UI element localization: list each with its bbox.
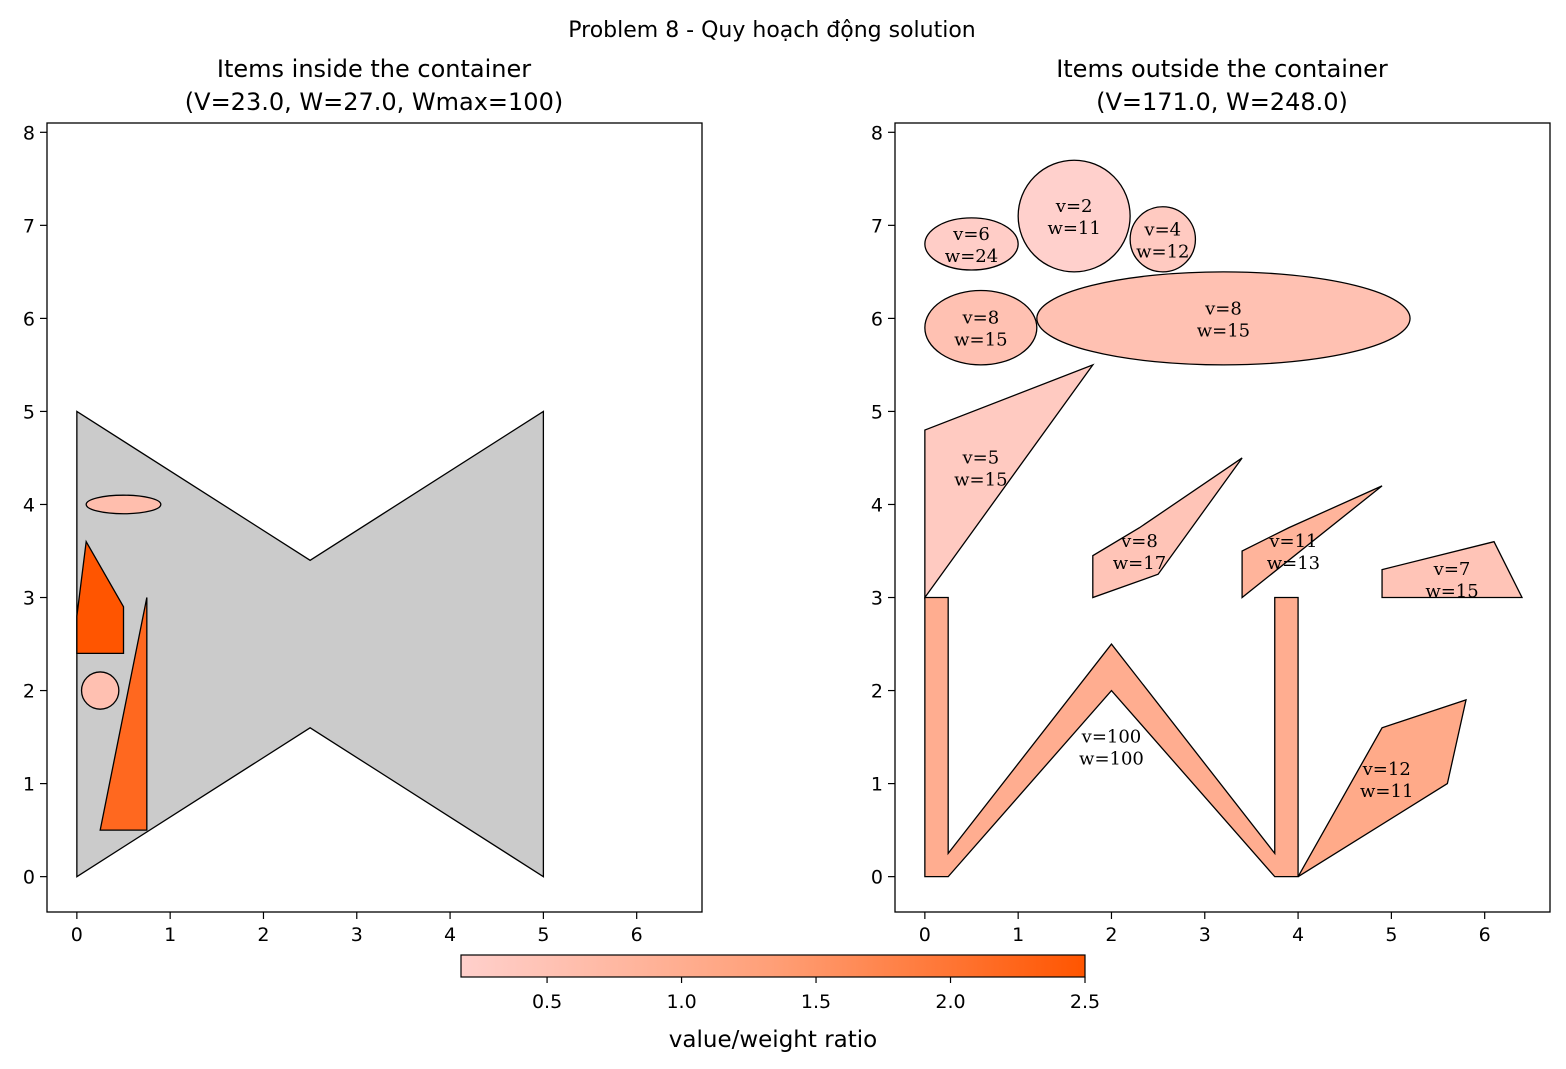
left-xtick-label-4: 4: [444, 924, 456, 946]
right-ytick-label-3: 3: [871, 588, 883, 610]
left-ytick-label-5: 5: [23, 401, 35, 423]
right-item-label-value-2: v=4: [1143, 219, 1181, 240]
right-item-ellipse-2: [1129, 206, 1197, 273]
right-item-polygon-5: [924, 363, 1095, 600]
right-ytick-label-8: 8: [871, 122, 883, 144]
right-item-label-value-6: v=8: [1120, 531, 1158, 552]
left-xtick-label-0: 0: [71, 924, 83, 946]
right-xtick-label-4: 4: [1292, 924, 1304, 946]
right-item-label-weight-10: w=11: [1360, 781, 1413, 802]
right-item-ellipse-0: [924, 217, 1019, 271]
left-xtick-label-1: 1: [164, 924, 176, 946]
colorbar-label: value/weight ratio: [669, 1027, 877, 1053]
right-item-polygon-9: [924, 596, 1299, 878]
left-item-ellipse-3: [80, 671, 120, 710]
colorbar-tick-label-0: 0.5: [532, 991, 562, 1013]
right-xtick-label-0: 0: [919, 924, 931, 946]
right-item-label-value-10: v=12: [1362, 759, 1411, 780]
right-item-label-weight-6: w=17: [1113, 553, 1166, 574]
right-item-polygon-6: [1092, 457, 1243, 599]
left-xtick-label-6: 6: [631, 924, 643, 946]
colorbar-tick-label-3: 2.0: [935, 991, 965, 1013]
right-ytick-label-5: 5: [871, 401, 883, 423]
left-xtick-label-5: 5: [537, 924, 549, 946]
left-xtick-label-3: 3: [351, 924, 363, 946]
left-container-polygon: [76, 410, 545, 878]
figure-suptitle: Problem 8 - Quy hoạch động solution: [568, 18, 976, 43]
right-item-label-value-8: v=7: [1433, 559, 1471, 580]
left-ytick-label-4: 4: [23, 494, 35, 516]
right-item-polygon-7: [1241, 485, 1383, 599]
left-item-polygon-2: [99, 597, 148, 831]
right-xtick-label-6: 6: [1479, 924, 1491, 946]
right-axes-title-line2: (V=171.0, W=248.0): [1096, 88, 1348, 116]
right-item-label-weight-4: w=15: [1197, 320, 1250, 341]
right-ytick-label-4: 4: [871, 494, 883, 516]
right-item-label-weight-1: w=11: [1047, 218, 1100, 239]
right-item-ellipse-3: [924, 289, 1038, 366]
left-ytick-label-0: 0: [23, 867, 35, 889]
left-item-ellipse-0: [85, 494, 162, 515]
right-xtick-label-3: 3: [1199, 924, 1211, 946]
right-ytick-label-6: 6: [871, 308, 883, 330]
right-item-label-weight-2: w=12: [1136, 241, 1189, 262]
right-item-label-weight-8: w=15: [1425, 581, 1478, 602]
colorbar: 0.5 1.0 1.5 2.0 2.5 value/weight ratio: [460, 954, 1100, 1053]
right-ytick-label-2: 2: [871, 681, 883, 703]
right-ytick-label-0: 0: [871, 867, 883, 889]
right-ytick-label-1: 1: [871, 774, 883, 796]
right-item-label-value-9: v=100: [1081, 726, 1142, 747]
right-item-ellipse-4: [1036, 271, 1411, 366]
left-ytick-label-6: 6: [23, 308, 35, 330]
right-item-label-value-4: v=8: [1204, 298, 1242, 319]
right-item-label-value-7: v=11: [1268, 531, 1317, 552]
left-ytick-label-2: 2: [23, 681, 35, 703]
colorbar-gradient: [460, 954, 1086, 978]
right-item-label-weight-0: w=24: [945, 246, 998, 267]
left-item-polygon-1: [76, 539, 125, 654]
right-item-polygon-8: [1381, 540, 1524, 599]
right-item-label-value-5: v=5: [961, 447, 999, 468]
left-ytick-label-7: 7: [23, 215, 35, 237]
right-item-label-weight-5: w=15: [954, 469, 1007, 490]
right-xtick-label-5: 5: [1385, 924, 1397, 946]
right-axes-title-line1: Items outside the container: [1056, 55, 1388, 83]
colorbar-tick-label-1: 1.0: [666, 991, 696, 1013]
colorbar-tick-label-2: 1.5: [801, 991, 831, 1013]
right-item-label-value-0: v=6: [952, 224, 990, 245]
left-ytick-label-3: 3: [23, 588, 35, 610]
left-axes-title-line1: Items inside the container: [217, 55, 531, 83]
axes-inside-container: Items inside the container (V=23.0, W=27…: [23, 55, 703, 946]
left-ytick-label-8: 8: [23, 122, 35, 144]
right-item-label-value-1: v=2: [1055, 196, 1093, 217]
right-axes-frame: [894, 122, 1551, 913]
right-item-label-value-3: v=8: [961, 308, 999, 329]
left-ytick-label-1: 1: [23, 774, 35, 796]
right-ytick-label-7: 7: [871, 215, 883, 237]
right-xtick-label-2: 2: [1105, 924, 1117, 946]
left-axes-frame: [46, 122, 703, 913]
left-axes-title-line2: (V=23.0, W=27.0, Wmax=100): [185, 88, 563, 116]
right-xtick-label-1: 1: [1012, 924, 1024, 946]
right-item-ellipse-1: [1017, 159, 1131, 273]
right-item-label-weight-3: w=15: [954, 330, 1007, 351]
left-xtick-label-2: 2: [257, 924, 269, 946]
right-item-label-weight-7: w=13: [1267, 553, 1320, 574]
colorbar-tick-label-4: 2.5: [1070, 991, 1100, 1013]
right-item-polygon-10: [1297, 698, 1467, 878]
axes-outside-container: Items outside the container (V=171.0, W=…: [871, 55, 1551, 946]
right-item-label-weight-9: w=100: [1079, 748, 1144, 769]
